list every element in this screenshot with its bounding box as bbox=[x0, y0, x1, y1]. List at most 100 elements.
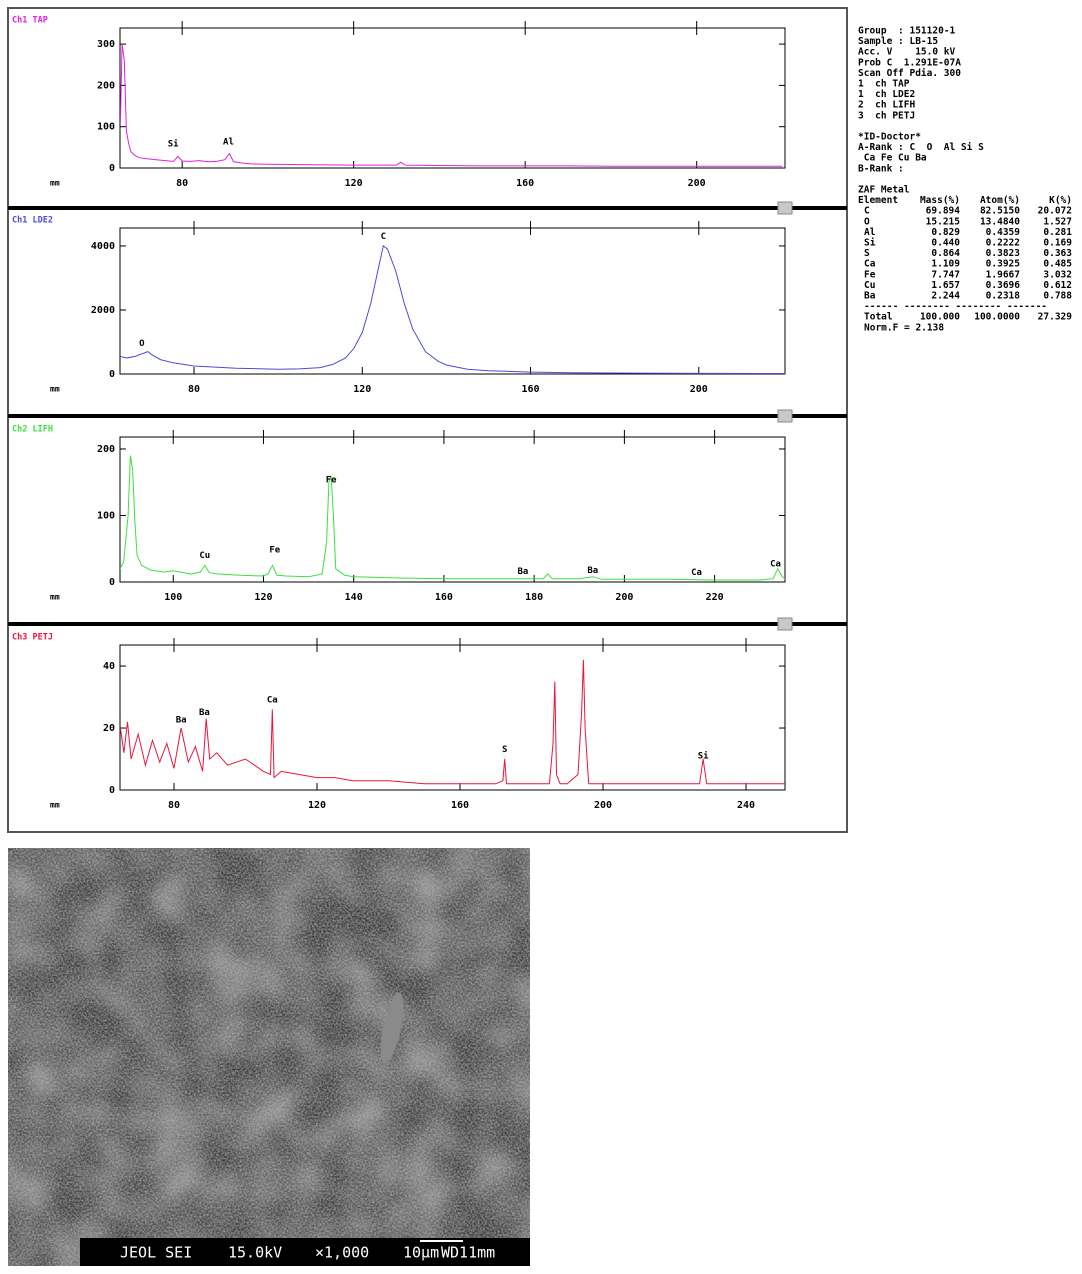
info-line: Scan Off Pdia. 300 bbox=[858, 68, 961, 79]
info-line: 3 ch PETJ bbox=[858, 110, 915, 121]
plot-frame bbox=[119, 27, 786, 169]
chart-title: Ch2 LIFH bbox=[12, 425, 53, 435]
table-header: K(%) bbox=[1049, 195, 1072, 206]
y-tick-label: 100 bbox=[97, 510, 115, 521]
y-tick-label: 200 bbox=[97, 80, 115, 91]
peak-label: Ca bbox=[770, 560, 781, 570]
caption-text: JEOL SEI bbox=[120, 1244, 192, 1262]
table-total: Total bbox=[864, 312, 893, 323]
caption-text: WD11mm bbox=[441, 1244, 495, 1262]
table-cell: 0.485 bbox=[1043, 259, 1072, 270]
x-tick-label: 160 bbox=[435, 592, 453, 603]
y-tick-label: 2000 bbox=[91, 305, 115, 316]
table-total: 27.329 bbox=[1038, 312, 1073, 323]
x-tick-label: 80 bbox=[188, 384, 200, 395]
x-tick-label: 200 bbox=[615, 592, 633, 603]
x-tick-label: 180 bbox=[525, 592, 543, 603]
x-tick-label: 120 bbox=[353, 384, 371, 395]
table-cell: 0.169 bbox=[1043, 238, 1072, 249]
y-tick-label: 300 bbox=[97, 39, 115, 50]
table-header: Element bbox=[858, 195, 898, 206]
y-tick-label: 100 bbox=[97, 122, 115, 133]
table-cell: S bbox=[864, 248, 870, 259]
y-tick-label: 0 bbox=[109, 577, 115, 588]
info-line: Sample : LB-15 bbox=[858, 36, 938, 47]
x-tick-label: 200 bbox=[594, 800, 612, 811]
info-line: 1 ch TAP bbox=[858, 79, 910, 90]
x-tick-label: 160 bbox=[516, 178, 534, 189]
x-axis-label: mm bbox=[50, 385, 60, 394]
info-line: Prob C 1.291E-07A bbox=[858, 57, 961, 68]
x-axis-label: mm bbox=[50, 179, 60, 188]
table-cell: 1.657 bbox=[931, 280, 960, 291]
table-cell: 0.788 bbox=[1043, 291, 1072, 302]
x-tick-label: 140 bbox=[345, 592, 363, 603]
y-tick-label: 4000 bbox=[91, 241, 115, 252]
table-cell: 0.363 bbox=[1043, 248, 1072, 259]
table-cell: 0.4359 bbox=[986, 227, 1021, 238]
y-tick-label: 40 bbox=[103, 661, 115, 672]
x-tick-label: 160 bbox=[521, 384, 539, 395]
chart-title: Ch1 TAP bbox=[12, 16, 48, 26]
peak-label: Al bbox=[223, 137, 234, 147]
table-cell: 82.5150 bbox=[980, 206, 1020, 217]
caption-text: 10μm bbox=[403, 1244, 439, 1262]
table-cell: 1.527 bbox=[1043, 216, 1072, 227]
table-cell: 69.894 bbox=[926, 206, 961, 217]
table-cell: Al bbox=[864, 227, 876, 238]
x-tick-label: 120 bbox=[308, 800, 326, 811]
y-tick-label: 20 bbox=[103, 723, 115, 734]
peak-label: Ba bbox=[587, 566, 598, 576]
table-cell: Ca bbox=[864, 259, 876, 270]
table-cell: 0.829 bbox=[931, 227, 960, 238]
sem-caption: JEOL SEI 15.0kV ×1,000 10μm WD11mm bbox=[120, 1244, 495, 1262]
table-cell: 0.3696 bbox=[986, 280, 1021, 291]
table-separator: ------ -------- -------- ------- bbox=[864, 301, 1047, 312]
table-cell: Si bbox=[864, 238, 876, 249]
table-cell: 0.281 bbox=[1043, 227, 1072, 238]
rank-line: B-Rank : bbox=[858, 163, 904, 174]
spectrum-line bbox=[120, 44, 783, 167]
y-tick-label: 0 bbox=[109, 163, 115, 174]
plot-frame bbox=[119, 436, 786, 583]
table-cell: 0.612 bbox=[1043, 280, 1072, 291]
peak-label: Fe bbox=[326, 476, 337, 486]
table-cell: 1.9667 bbox=[986, 269, 1020, 280]
rank-line: *ID-Doctor* bbox=[858, 132, 921, 143]
chart-title: Ch3 PETJ bbox=[12, 633, 53, 643]
x-tick-label: 120 bbox=[254, 592, 272, 603]
info-line: Group : 151120-1 bbox=[858, 26, 956, 37]
norm-factor: Norm.F = 2.138 bbox=[864, 322, 944, 333]
table-header: Atom(%) bbox=[980, 195, 1020, 206]
rank-line: Ca Fe Cu Ba bbox=[858, 153, 927, 164]
table-cell: 0.2318 bbox=[986, 291, 1021, 302]
x-tick-label: 100 bbox=[164, 592, 182, 603]
spectrum-line bbox=[120, 455, 785, 581]
table-cell: C bbox=[864, 206, 870, 217]
peak-label: Ba bbox=[199, 708, 210, 718]
x-axis-label: mm bbox=[50, 801, 60, 810]
x-tick-label: 200 bbox=[688, 178, 706, 189]
x-tick-label: 160 bbox=[451, 800, 469, 811]
info-line: 1 ch LDE2 bbox=[858, 89, 915, 100]
x-tick-label: 80 bbox=[176, 178, 188, 189]
peak-label: Ba bbox=[517, 567, 528, 577]
info-line: Acc. V 15.0 kV bbox=[858, 47, 956, 58]
table-cell: Ba bbox=[864, 291, 876, 302]
peak-label: Cu bbox=[199, 551, 210, 561]
table-cell: Cu bbox=[864, 280, 875, 291]
x-tick-label: 120 bbox=[345, 178, 363, 189]
info-line: 2 ch LIFH bbox=[858, 100, 915, 111]
table-cell: 0.864 bbox=[931, 248, 960, 259]
x-tick-label: 240 bbox=[737, 800, 755, 811]
table-cell: 1.109 bbox=[931, 259, 960, 270]
y-tick-label: 0 bbox=[109, 369, 115, 380]
peak-label: O bbox=[139, 339, 145, 349]
caption-text: 15.0kV bbox=[228, 1244, 282, 1262]
spectrum-window bbox=[7, 7, 848, 833]
peak-label: Ba bbox=[176, 715, 187, 725]
peak-label: Si bbox=[168, 139, 179, 150]
